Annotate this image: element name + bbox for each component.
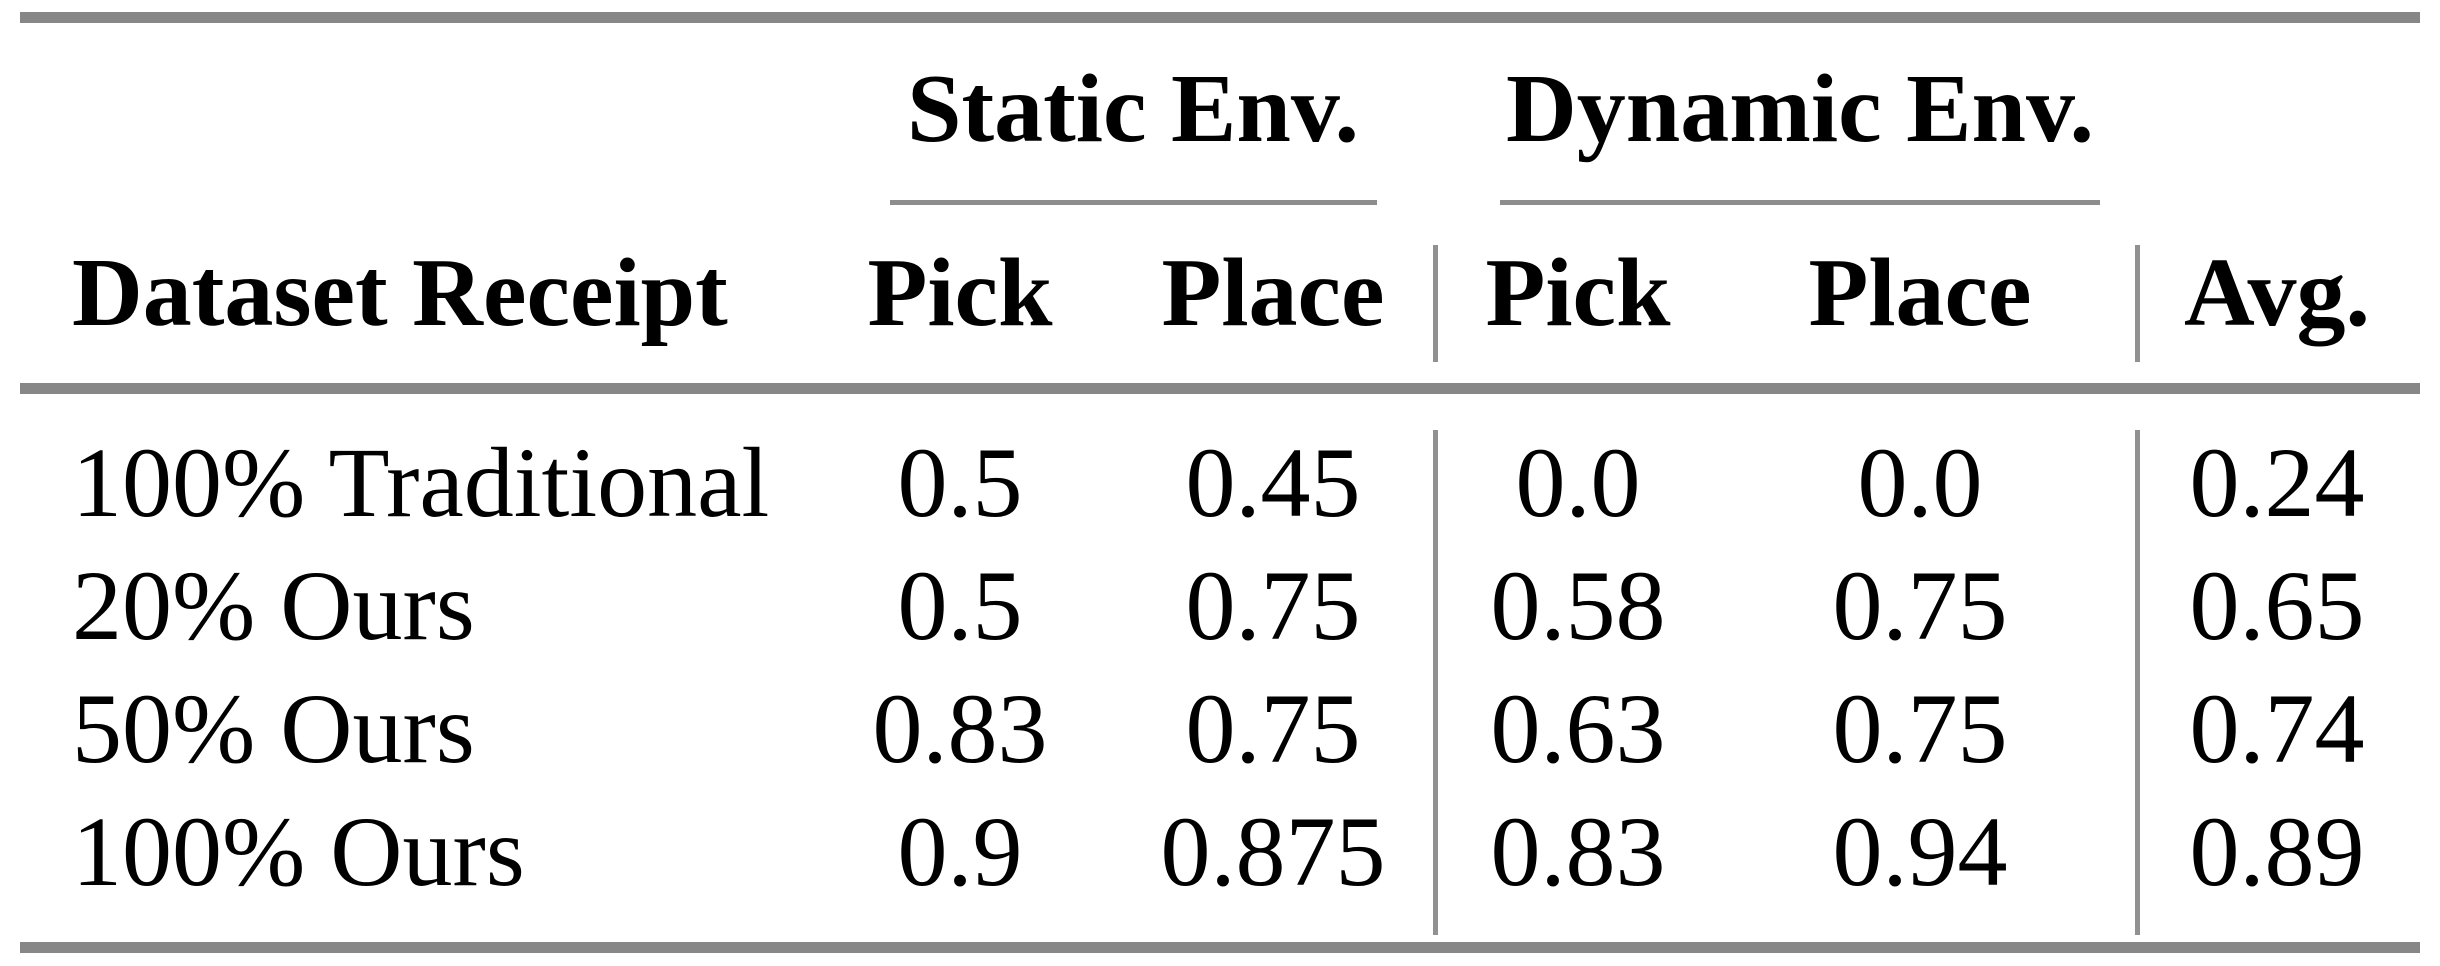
cell-r1-dynamic-pick: 0.0 xyxy=(1515,427,1641,538)
column-header-dynamic-place: Place xyxy=(1808,239,2032,347)
column-header-dynamic-pick: Pick xyxy=(1485,239,1671,347)
vertical-rule-static-dynamic-body xyxy=(1433,430,1438,935)
cell-r4-static-place: 0.875 xyxy=(1160,796,1386,907)
cell-r3-dynamic-pick: 0.63 xyxy=(1490,673,1666,784)
cell-r2-dynamic-pick: 0.58 xyxy=(1490,550,1666,661)
row-label-20-ours: 20% Ours xyxy=(72,550,475,661)
cell-r4-dynamic-place: 0.94 xyxy=(1832,796,2008,907)
table-bottom-rule xyxy=(20,942,2420,953)
vertical-rule-static-dynamic-header xyxy=(1433,245,1438,362)
cell-r1-avg: 0.24 xyxy=(2189,427,2365,538)
cell-r4-avg: 0.89 xyxy=(2189,796,2365,907)
column-header-dataset-receipt: Dataset Receipt xyxy=(72,239,728,347)
cell-r1-static-place: 0.45 xyxy=(1185,427,1361,538)
table-top-rule xyxy=(20,12,2420,23)
cell-r2-avg: 0.65 xyxy=(2189,550,2365,661)
cell-r3-static-place: 0.75 xyxy=(1185,673,1361,784)
cell-r4-dynamic-pick: 0.83 xyxy=(1490,796,1666,907)
dynamic-env-cmidrule xyxy=(1500,200,2100,205)
column-header-static-pick: Pick xyxy=(867,239,1053,347)
vertical-rule-dynamic-avg-body xyxy=(2135,430,2140,935)
cell-r3-dynamic-place: 0.75 xyxy=(1832,673,2008,784)
cell-r4-static-pick: 0.9 xyxy=(897,796,1023,907)
row-label-100-ours: 100% Ours xyxy=(72,796,525,907)
cell-r3-static-pick: 0.83 xyxy=(872,673,1048,784)
group-header-static-env: Static Env. xyxy=(907,55,1359,163)
cell-r2-static-pick: 0.5 xyxy=(897,550,1023,661)
column-header-static-place: Place xyxy=(1161,239,1385,347)
static-env-cmidrule xyxy=(890,200,1377,205)
row-label-50-ours: 50% Ours xyxy=(72,673,475,784)
cell-r2-dynamic-place: 0.75 xyxy=(1832,550,2008,661)
cell-r1-static-pick: 0.5 xyxy=(897,427,1023,538)
table-header-rule xyxy=(20,383,2420,394)
group-header-dynamic-env: Dynamic Env. xyxy=(1505,55,2095,163)
cell-r2-static-place: 0.75 xyxy=(1185,550,1361,661)
row-label-100-traditional: 100% Traditional xyxy=(72,427,770,538)
cell-r1-dynamic-place: 0.0 xyxy=(1857,427,1983,538)
cell-r3-avg: 0.74 xyxy=(2189,673,2365,784)
vertical-rule-dynamic-avg-header xyxy=(2135,245,2140,362)
column-header-avg: Avg. xyxy=(2184,239,2370,347)
